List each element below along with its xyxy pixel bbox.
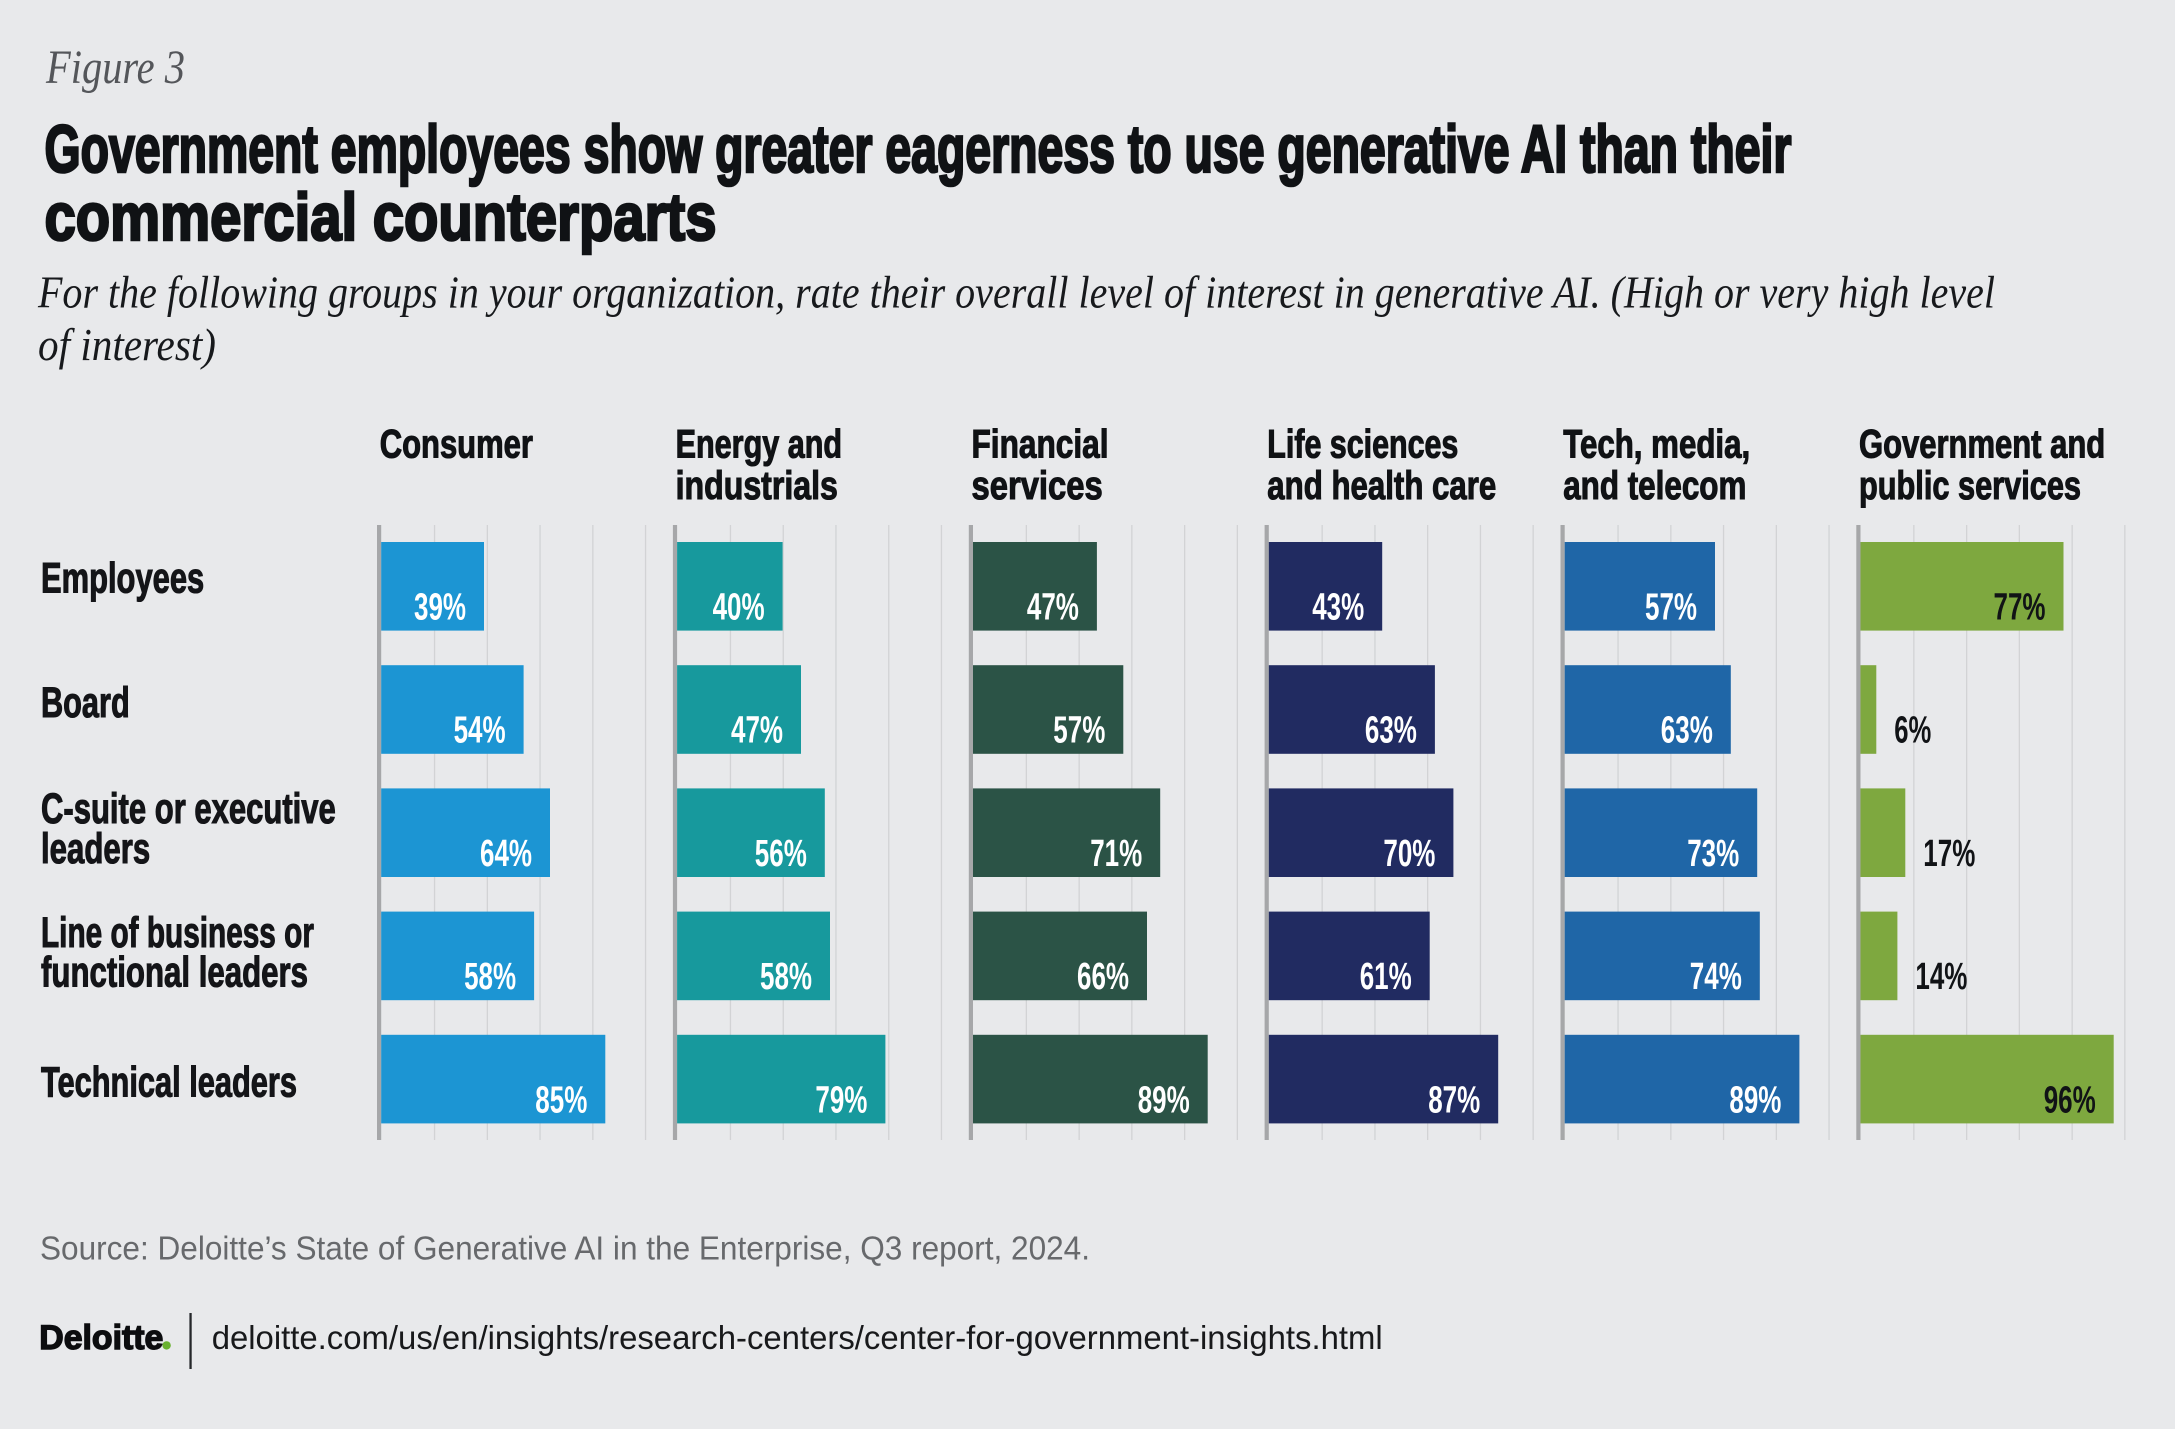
svg-text:47%: 47%	[1027, 587, 1079, 629]
svg-text:39%: 39%	[414, 587, 466, 629]
svg-text:64%: 64%	[480, 833, 532, 875]
svg-text:industrials: industrials	[676, 464, 838, 508]
svg-text:public services: public services	[1859, 464, 2081, 508]
svg-text:of interest): of interest)	[38, 319, 216, 370]
svg-text:57%: 57%	[1053, 710, 1105, 752]
svg-text:40%: 40%	[713, 587, 765, 629]
svg-text:77%: 77%	[1994, 587, 2046, 629]
svg-text:63%: 63%	[1365, 710, 1417, 752]
svg-text:Tech, media,: Tech, media,	[1563, 423, 1750, 467]
svg-text:47%: 47%	[731, 710, 783, 752]
svg-text:57%: 57%	[1645, 587, 1697, 629]
svg-text:73%: 73%	[1687, 833, 1739, 875]
svg-text:Line of business or: Line of business or	[41, 910, 314, 957]
svg-text:Government and: Government and	[1859, 423, 2105, 467]
svg-text:96%: 96%	[2044, 1079, 2096, 1121]
svg-text:85%: 85%	[535, 1079, 587, 1121]
svg-text:For the following groups in yo: For the following groups in your organiz…	[37, 267, 1995, 318]
svg-text:71%: 71%	[1090, 833, 1142, 875]
svg-text:Government employees show grea: Government employees show greater eagern…	[45, 112, 1792, 187]
svg-text:Energy and: Energy and	[676, 423, 843, 467]
svg-text:61%: 61%	[1360, 956, 1412, 998]
svg-text:services: services	[972, 464, 1103, 508]
svg-text:Consumer: Consumer	[380, 423, 533, 467]
svg-text:commercial counterparts: commercial counterparts	[45, 180, 717, 255]
svg-text:79%: 79%	[815, 1079, 867, 1121]
svg-text:58%: 58%	[760, 956, 812, 998]
svg-text:58%: 58%	[464, 956, 516, 998]
svg-text:70%: 70%	[1383, 833, 1435, 875]
svg-text:54%: 54%	[454, 710, 506, 752]
svg-text:Financial: Financial	[972, 423, 1109, 467]
svg-text:87%: 87%	[1428, 1079, 1480, 1121]
svg-text:14%: 14%	[1915, 956, 1967, 998]
svg-text:and telecom: and telecom	[1563, 464, 1746, 508]
svg-text:functional leaders: functional leaders	[41, 950, 308, 997]
svg-text:Deloitte: Deloitte	[39, 1319, 163, 1357]
svg-text:C-suite or executive: C-suite or executive	[41, 786, 336, 833]
svg-text:17%: 17%	[1923, 833, 1975, 875]
svg-text:63%: 63%	[1661, 710, 1713, 752]
svg-text:74%: 74%	[1690, 956, 1742, 998]
svg-text:56%: 56%	[755, 833, 807, 875]
svg-text:leaders: leaders	[41, 826, 150, 873]
svg-text:Source: Deloitte’s State of Ge: Source: Deloitte’s State of Generative A…	[40, 1229, 1090, 1266]
svg-text:Technical leaders: Technical leaders	[41, 1059, 297, 1106]
svg-text:89%: 89%	[1729, 1079, 1781, 1121]
svg-text:and health care: and health care	[1267, 464, 1496, 508]
svg-text:89%: 89%	[1138, 1079, 1190, 1121]
svg-text:Employees: Employees	[41, 556, 204, 603]
svg-text:6%: 6%	[1894, 710, 1931, 752]
svg-text:deloitte.com/us/en/insights/re: deloitte.com/us/en/insights/research-cen…	[212, 1319, 1383, 1356]
svg-text:Board: Board	[41, 680, 130, 727]
svg-text:43%: 43%	[1312, 587, 1364, 629]
svg-text:Life sciences: Life sciences	[1267, 423, 1458, 467]
svg-text:Figure 3: Figure 3	[45, 41, 185, 94]
svg-text:66%: 66%	[1077, 956, 1129, 998]
